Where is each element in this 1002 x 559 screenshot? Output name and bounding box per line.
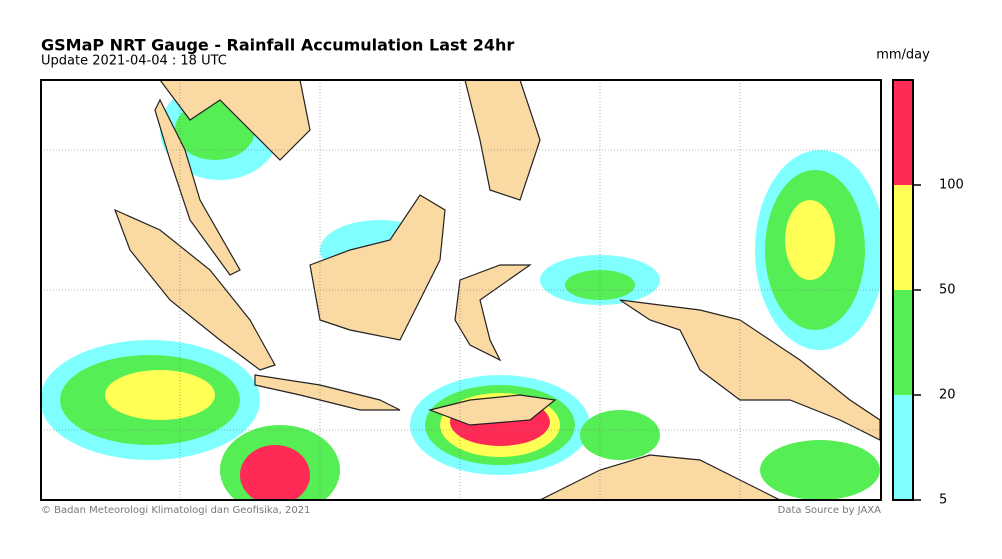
colorbar-tick-label: 50 [939, 283, 956, 298]
map-frame [40, 79, 882, 501]
colorbar-segment [893, 185, 913, 290]
colorbar-segment [893, 80, 913, 185]
footer-right: Data Source by JAXA [778, 505, 881, 516]
map [41, 80, 881, 500]
title: GSMaP NRT Gauge - Rainfall Accumulation … [41, 36, 514, 55]
unit: mm/day [876, 48, 930, 63]
colorbar-tick-label: 100 [939, 178, 964, 193]
colorbar-tick-label: 5 [939, 493, 947, 508]
colorbar-segment [893, 395, 913, 500]
graticule [41, 80, 881, 500]
subtitle: Update 2021-04-04 : 18 UTC [41, 54, 227, 69]
colorbar-tick-label: 20 [939, 388, 956, 403]
colorbar-segment [893, 290, 913, 395]
footer-left: © Badan Meteorologi Klimatologi dan Geof… [41, 505, 310, 516]
land [113, 80, 881, 500]
colorbar: 5 20 50 100 [892, 79, 964, 508]
